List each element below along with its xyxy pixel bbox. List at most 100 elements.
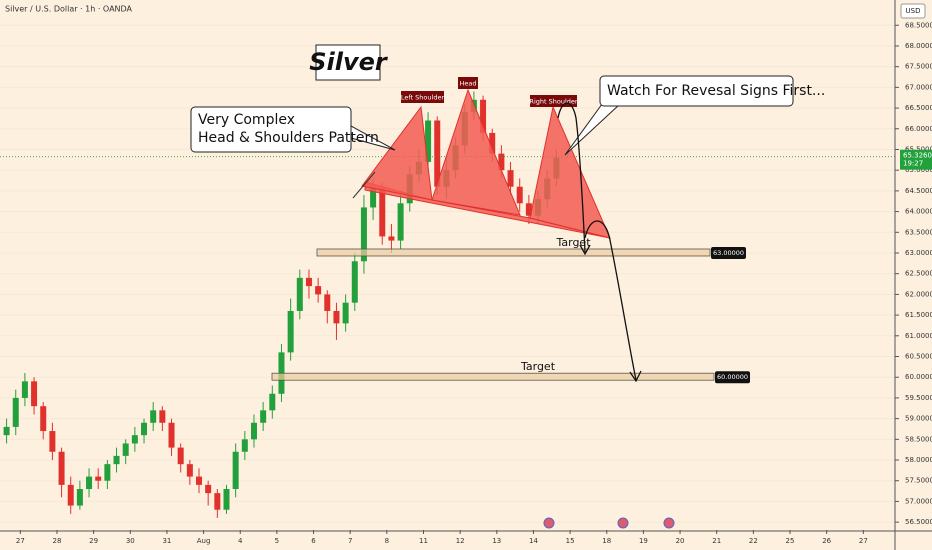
y-tick-label: 62.50000 xyxy=(905,270,932,278)
y-tick-label: 63.00000 xyxy=(905,249,932,257)
y-tick-label: 60.00000 xyxy=(905,373,932,381)
x-tick-label: 31 xyxy=(162,537,171,545)
target-band xyxy=(316,248,711,257)
x-tick-label: 6 xyxy=(311,537,316,545)
note-box xyxy=(190,106,352,153)
candle-body xyxy=(241,439,248,452)
event-icon[interactable] xyxy=(617,517,629,529)
pattern xyxy=(361,88,611,239)
event-icon[interactable] xyxy=(543,517,555,529)
candle-body xyxy=(131,435,138,444)
x-tick-label: 29 xyxy=(89,537,98,545)
y-tick-label: 60.50000 xyxy=(905,353,932,361)
candle-body xyxy=(480,99,487,133)
y-tick-label: 58.50000 xyxy=(905,435,932,443)
x-tick-label: 28 xyxy=(53,537,62,545)
x-tick-label: 18 xyxy=(602,537,611,545)
target-name: Target xyxy=(520,360,556,373)
y-tick-label: 64.00000 xyxy=(905,208,932,216)
candle-body xyxy=(498,153,505,171)
target-band xyxy=(271,372,715,381)
callout-box xyxy=(599,75,794,107)
countdown: 19:27 xyxy=(903,160,923,168)
candle-body xyxy=(12,397,19,427)
candle-body xyxy=(425,120,432,162)
candle-body xyxy=(21,381,28,398)
candle-body xyxy=(40,406,47,432)
target-name: Target xyxy=(555,236,591,249)
y-tick-label: 57.00000 xyxy=(905,497,932,505)
y-tick-label: 67.50000 xyxy=(905,63,932,71)
arrows xyxy=(557,102,642,383)
candle-body xyxy=(250,422,257,440)
heading-box xyxy=(315,44,381,81)
note-line: Head & Shoulders Pattern xyxy=(198,130,379,146)
candle-body xyxy=(141,422,148,436)
x-tick-label: 13 xyxy=(492,537,501,545)
label-box xyxy=(458,77,478,89)
candle-body xyxy=(205,484,212,494)
x-tick-label: 4 xyxy=(238,537,243,545)
event-icon[interactable] xyxy=(663,517,675,529)
candle-body xyxy=(397,203,404,241)
y-tick-label: 58.00000 xyxy=(905,456,932,464)
x-tick-label: 27 xyxy=(859,537,868,545)
currency-button[interactable] xyxy=(900,3,926,19)
note-pointer xyxy=(350,125,396,151)
candle-body xyxy=(434,120,441,187)
x-tick-label: 27 xyxy=(16,537,25,545)
note-line: Very Complex xyxy=(198,112,295,128)
x-tick-label: Aug xyxy=(197,537,211,545)
last-price: 65.32600 xyxy=(903,152,932,160)
x-tick-label: 19 xyxy=(639,537,648,545)
candle-body xyxy=(305,277,312,287)
arrow-head xyxy=(579,244,591,256)
candle-body xyxy=(104,464,111,481)
candle-body xyxy=(76,489,83,506)
candle-body xyxy=(388,236,395,241)
x-tick-label: 8 xyxy=(385,537,389,545)
x-tick-label: 25 xyxy=(786,537,795,545)
candle-body xyxy=(324,294,331,311)
candle-body xyxy=(223,489,230,510)
arrow-head xyxy=(629,370,642,383)
arrow xyxy=(584,220,637,381)
candle-body xyxy=(269,393,276,411)
x-tick-label: 7 xyxy=(348,537,352,545)
x-tick-label: 22 xyxy=(749,537,758,545)
candle-body xyxy=(3,426,10,436)
x-tick-label: 5 xyxy=(275,537,279,545)
x-tick-label: 26 xyxy=(822,537,831,545)
candle-body xyxy=(370,186,377,208)
candle-body xyxy=(150,410,157,423)
candle-body xyxy=(351,261,358,303)
candle-body xyxy=(342,302,349,324)
candle-body xyxy=(95,476,102,481)
candle-body xyxy=(333,310,340,324)
candle-body xyxy=(525,203,532,216)
y-tick-label: 61.00000 xyxy=(905,332,932,340)
y-tick-label: 59.00000 xyxy=(905,415,932,423)
left-shoulder-shape xyxy=(361,105,433,201)
y-tick-label: 66.50000 xyxy=(905,104,932,112)
x-tick-label: 14 xyxy=(529,537,538,545)
candle-body xyxy=(379,186,386,237)
left-shoulder-label: Left Shoulder xyxy=(401,94,445,102)
candle-body xyxy=(315,286,322,295)
candle-body xyxy=(507,170,514,187)
last-price-box xyxy=(900,149,932,170)
x-tick-label: 20 xyxy=(676,537,685,545)
candle-body xyxy=(168,422,175,448)
candle-body xyxy=(296,277,303,311)
candle-body xyxy=(516,186,523,204)
candle-body xyxy=(196,476,203,485)
candle-body xyxy=(67,484,74,506)
right-shoulder-shape xyxy=(529,105,611,239)
y-tick-label: 66.00000 xyxy=(905,125,932,133)
x-tick-label: 21 xyxy=(712,537,721,545)
candle-body xyxy=(260,410,267,423)
candle-body xyxy=(186,464,193,477)
candle-body xyxy=(159,410,166,423)
